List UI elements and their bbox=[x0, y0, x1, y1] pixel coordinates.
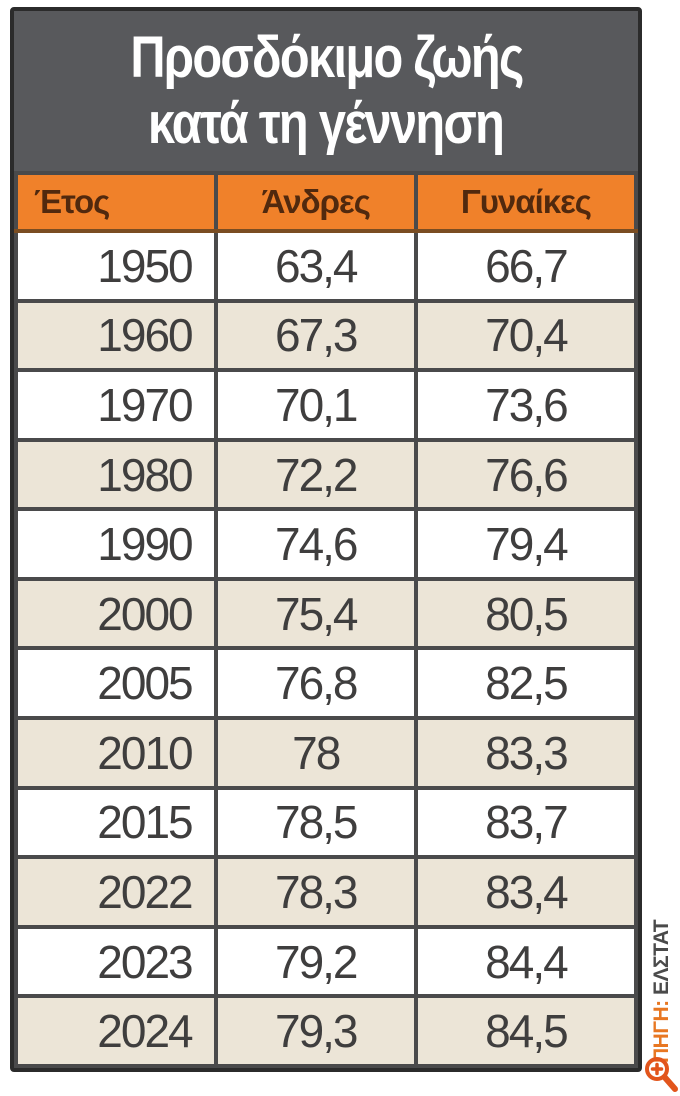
men-value-cell: 76,8 bbox=[213, 646, 418, 721]
year-cell: 2023 bbox=[14, 924, 218, 999]
table-row: 1970 70,1 73,6 bbox=[14, 368, 639, 442]
source-caption: ΠΗΓΗ: ΕΛΣΤΑΤ bbox=[650, 920, 674, 1063]
table-row: 2015 78,5 83,7 bbox=[14, 785, 639, 860]
men-value-cell: 74,6 bbox=[213, 507, 418, 581]
men-value-cell: 78 bbox=[213, 716, 418, 790]
men-column-header: Άνδρες bbox=[213, 171, 418, 233]
table-body: 1950 63,4 66,7 1960 67,3 70,4 1970 70,1 73,6 1980… bbox=[14, 229, 639, 1068]
women-value-cell: 84,5 bbox=[413, 994, 639, 1068]
table-row: 2022 78,3 83,4 bbox=[14, 855, 639, 929]
women-value-cell: 83,4 bbox=[413, 855, 639, 929]
women-value-cell: 80,5 bbox=[413, 576, 639, 651]
source-label: ΠΗΓΗ: bbox=[650, 1000, 673, 1063]
table-row: 1990 74,6 79,4 bbox=[14, 507, 639, 581]
title-line-2: κατά τη γέννηση bbox=[148, 91, 505, 156]
year-cell: 1960 bbox=[14, 298, 218, 373]
header-row: Έτος Άνδρες Γυναίκες bbox=[14, 171, 639, 233]
women-value-cell: 83,7 bbox=[413, 785, 639, 860]
year-cell: 2000 bbox=[14, 576, 218, 651]
table-row: 1980 72,2 76,6 bbox=[14, 437, 639, 512]
year-cell: 2022 bbox=[14, 855, 218, 929]
title-line-1: Προσδόκιμο ζωής bbox=[129, 25, 524, 90]
women-value-cell: 83,3 bbox=[413, 716, 639, 790]
women-value-cell: 84,4 bbox=[413, 924, 639, 999]
year-cell: 1950 bbox=[14, 229, 218, 303]
table-row: 1950 63,4 66,7 bbox=[14, 229, 639, 303]
men-value-cell: 79,2 bbox=[213, 924, 418, 999]
women-value-cell: 76,6 bbox=[413, 437, 639, 512]
year-cell: 2024 bbox=[14, 994, 218, 1068]
men-value-cell: 78,5 bbox=[213, 785, 418, 860]
table-row: 2000 75,4 80,5 bbox=[14, 576, 639, 651]
men-value-cell: 63,4 bbox=[213, 229, 418, 303]
women-column-header: Γυναίκες bbox=[413, 171, 639, 233]
men-value-cell: 70,1 bbox=[213, 368, 418, 442]
table-row: 2005 76,8 82,5 bbox=[14, 646, 639, 721]
life-expectancy-table: Προσδόκιμο ζωής κατά τη γέννηση Έτος Άνδ… bbox=[10, 7, 642, 1072]
source-value: ΕΛΣΤΑΤ bbox=[650, 919, 673, 996]
men-value-cell: 78,3 bbox=[213, 855, 418, 929]
table-row: 2023 79,2 84,4 bbox=[14, 924, 639, 999]
women-value-cell: 66,7 bbox=[413, 229, 639, 303]
table-row: 1960 67,3 70,4 bbox=[14, 298, 639, 373]
data-table: Έτος Άνδρες Γυναίκες 1950 63,4 66,7 1960 67,… bbox=[14, 171, 639, 1068]
year-cell: 1980 bbox=[14, 437, 218, 512]
table-row: 2010 78 83,3 bbox=[14, 716, 639, 790]
year-cell: 2010 bbox=[14, 716, 218, 790]
men-value-cell: 67,3 bbox=[213, 298, 418, 373]
men-value-cell: 79,3 bbox=[213, 994, 418, 1068]
women-value-cell: 70,4 bbox=[413, 298, 639, 373]
men-value-cell: 75,4 bbox=[213, 576, 418, 651]
zoom-in-icon[interactable] bbox=[644, 1056, 680, 1094]
year-cell: 1970 bbox=[14, 368, 218, 442]
year-cell: 1990 bbox=[14, 507, 218, 581]
table-title: Προσδόκιμο ζωής κατά τη γέννηση bbox=[14, 11, 638, 171]
women-value-cell: 73,6 bbox=[413, 368, 639, 442]
women-value-cell: 82,5 bbox=[413, 646, 639, 721]
men-value-cell: 72,2 bbox=[213, 437, 418, 512]
year-column-header: Έτος bbox=[14, 171, 218, 233]
women-value-cell: 79,4 bbox=[413, 507, 639, 581]
year-cell: 2015 bbox=[14, 785, 218, 860]
year-cell: 2005 bbox=[14, 646, 218, 721]
table-row: 2024 79,3 84,5 bbox=[14, 994, 639, 1068]
